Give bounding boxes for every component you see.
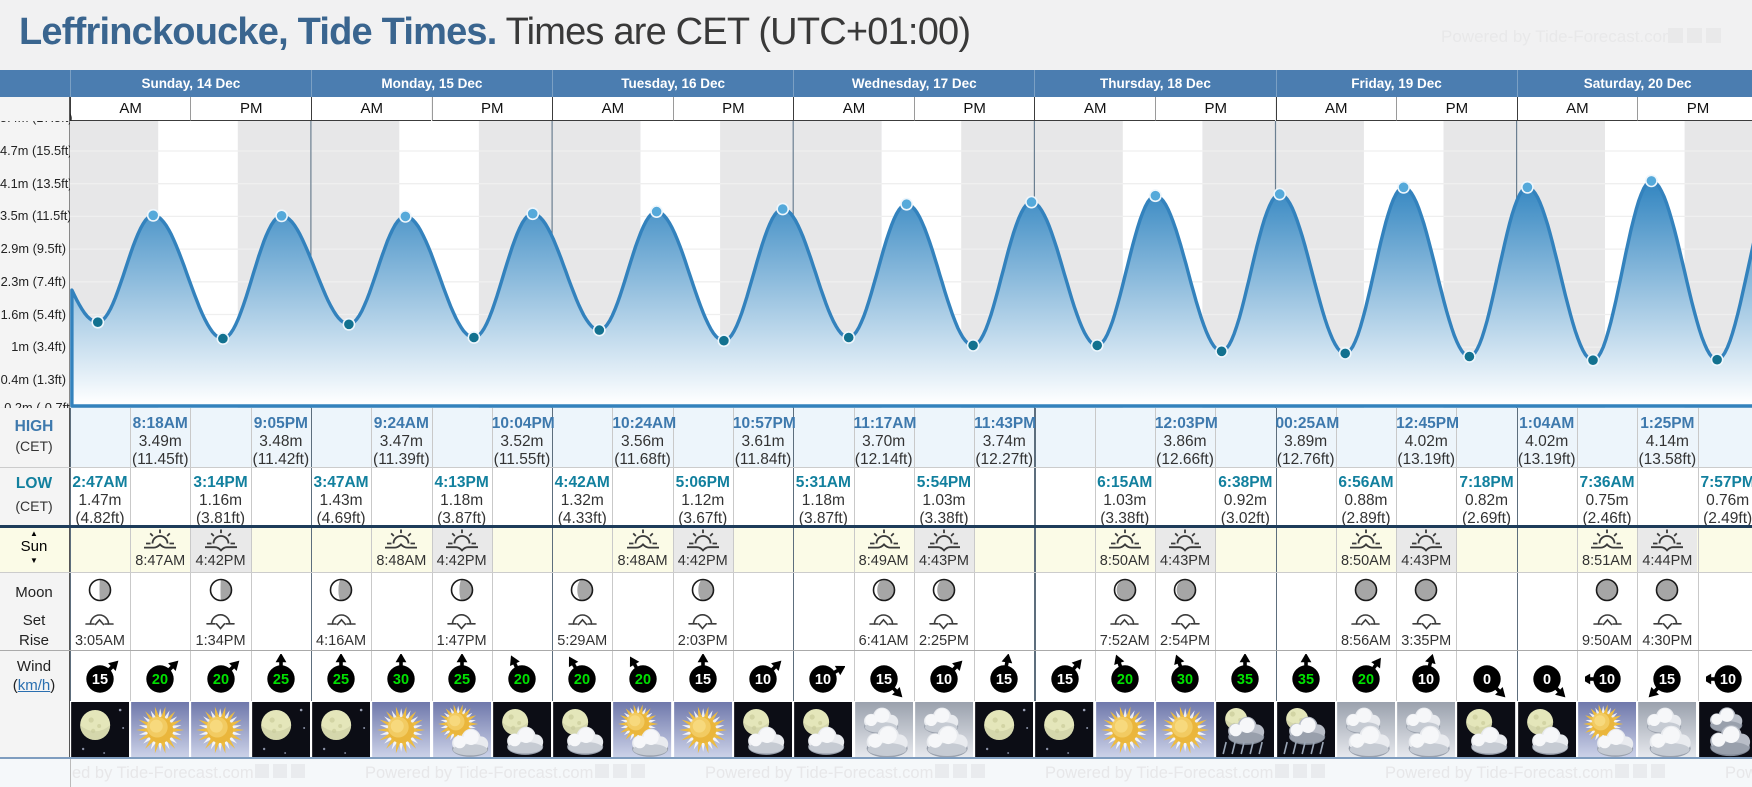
svg-text:15: 15 [1056,672,1072,688]
svg-text:10: 10 [815,672,831,688]
svg-text:10: 10 [1418,672,1434,688]
svg-text:20: 20 [574,672,590,688]
svg-text:15: 15 [876,672,892,688]
svg-text:15: 15 [695,672,711,688]
svg-text:20: 20 [212,672,228,688]
svg-text:10: 10 [936,672,952,688]
svg-text:15: 15 [996,672,1012,688]
svg-text:10: 10 [755,672,771,688]
svg-text:25: 25 [454,672,470,688]
svg-text:0: 0 [1543,672,1551,688]
svg-text:20: 20 [152,672,168,688]
svg-text:35: 35 [1298,672,1314,688]
svg-text:15: 15 [92,672,108,688]
svg-text:10: 10 [1720,672,1736,688]
svg-text:0: 0 [1482,672,1490,688]
svg-text:25: 25 [273,672,289,688]
svg-text:30: 30 [393,672,409,688]
svg-text:10: 10 [1599,672,1615,688]
svg-text:20: 20 [1117,672,1133,688]
svg-text:25: 25 [333,672,349,688]
svg-text:30: 30 [1177,672,1193,688]
svg-text:15: 15 [1659,672,1675,688]
svg-text:35: 35 [1237,672,1253,688]
svg-text:20: 20 [1358,672,1374,688]
svg-text:20: 20 [514,672,530,688]
svg-text:20: 20 [634,672,650,688]
